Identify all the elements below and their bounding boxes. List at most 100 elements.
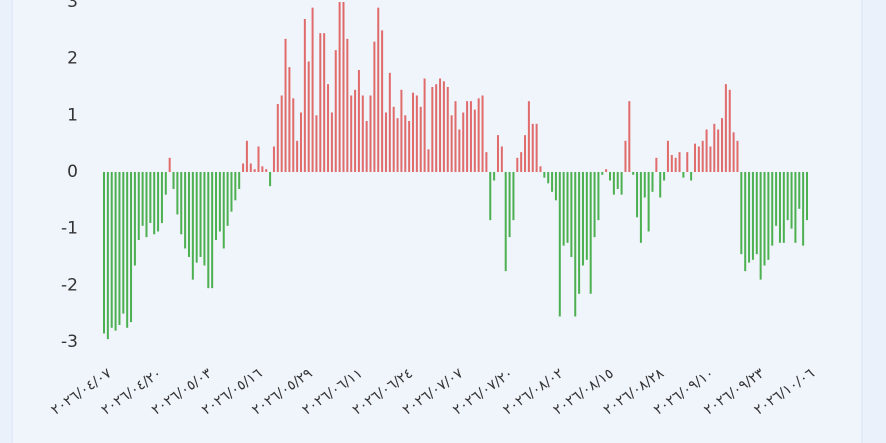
bar [412,92,415,172]
bar [477,98,480,172]
bar [222,171,225,249]
bar [226,171,229,226]
bar [265,169,268,172]
bar [357,69,360,172]
bar [728,89,731,172]
bar [663,171,666,181]
bar [230,171,233,212]
bar [392,106,395,172]
bar [639,171,642,243]
bar [651,171,654,192]
bar [605,169,608,172]
bar [485,152,488,172]
bar [272,146,275,172]
bar [215,171,218,240]
bar [524,135,527,172]
y-tick-label: 1 [67,105,78,125]
bar [581,171,584,266]
bar [110,171,113,328]
bar [535,123,538,172]
bar [346,38,349,172]
bar [238,171,241,189]
bar [153,171,156,235]
bar [419,106,422,172]
bar [543,171,546,178]
bar [296,140,299,172]
bar [802,171,805,246]
bar [172,171,175,189]
bar [361,95,364,172]
bar [431,86,434,172]
bar [489,171,492,221]
bar [767,171,770,260]
bar [415,95,418,172]
bar [187,171,190,257]
bar [496,135,499,172]
bar [133,171,136,266]
y-tick-label: 3 [67,0,78,12]
bar [354,89,357,172]
bar [311,7,314,172]
bar [547,171,550,184]
bar [593,171,596,238]
bar [369,95,372,172]
bar [806,171,808,221]
bar [261,166,264,172]
bar [176,171,179,215]
bar [388,72,391,172]
bar [670,154,673,172]
bar [473,109,476,172]
bar [531,123,534,172]
bar [245,140,248,172]
bar [527,101,530,172]
bar [168,157,171,172]
bar [207,171,210,289]
bar [141,171,144,226]
bar [512,171,515,221]
bar [678,152,681,172]
bar [686,152,689,172]
bar [717,129,720,172]
bar [218,171,221,232]
bar [191,171,194,280]
bar [377,7,380,172]
bar [288,67,291,172]
bar [350,95,353,172]
bar [184,171,187,249]
bar [427,149,430,172]
y-tick-label: -3 [61,332,78,352]
bar [122,171,125,314]
bar [790,171,793,229]
bar [276,103,279,172]
bar [315,115,318,172]
bar [180,171,183,235]
y-tick-label: 0 [67,162,78,182]
bar [195,171,198,263]
bar [643,171,646,198]
bar [126,171,129,328]
bar [149,171,152,223]
bar [601,171,604,175]
bar [504,171,507,272]
bar [755,171,758,255]
bar [612,171,615,195]
bar [659,171,662,198]
bar [508,171,511,238]
bar [137,171,140,240]
bar [327,84,330,172]
bar [493,171,496,181]
bar [647,171,650,232]
bar [342,2,345,172]
bar [330,112,333,172]
bar [381,30,384,172]
bar [203,171,206,266]
bar [566,171,569,243]
bar [794,171,797,243]
bar [450,115,453,172]
bar [798,171,801,209]
bar [458,129,461,172]
bar [616,171,619,189]
bar [744,171,747,272]
bar [292,98,295,172]
bar [775,171,778,226]
